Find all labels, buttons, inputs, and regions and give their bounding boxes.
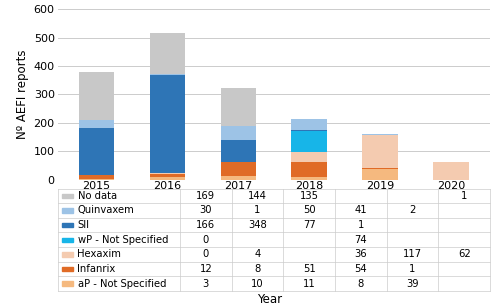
Bar: [62, 223, 72, 227]
Bar: [62, 282, 72, 286]
Bar: [79, 128, 114, 175]
Bar: [362, 169, 398, 180]
Text: SII: SII: [78, 220, 90, 230]
Bar: [62, 252, 72, 257]
Text: 77: 77: [303, 220, 316, 230]
Y-axis label: Nº AEFI reports: Nº AEFI reports: [16, 50, 30, 139]
Text: 62: 62: [458, 250, 470, 259]
Text: Hexaxim: Hexaxim: [78, 250, 122, 259]
Text: 166: 166: [196, 220, 216, 230]
Bar: [79, 175, 114, 179]
Bar: [292, 119, 327, 130]
Text: 51: 51: [303, 264, 316, 274]
Text: 348: 348: [248, 220, 267, 230]
Text: Year: Year: [258, 293, 282, 306]
Bar: [362, 134, 398, 135]
Text: 10: 10: [251, 279, 264, 289]
Text: 1: 1: [461, 191, 468, 201]
Bar: [150, 33, 185, 74]
Text: 0: 0: [202, 235, 209, 245]
Text: aP - Not Specified: aP - Not Specified: [78, 279, 166, 289]
Bar: [292, 177, 327, 180]
Text: 1: 1: [410, 264, 416, 274]
Bar: [220, 140, 256, 162]
Bar: [292, 131, 327, 152]
Bar: [220, 177, 256, 180]
Text: Infanrix: Infanrix: [78, 264, 116, 274]
Bar: [79, 120, 114, 128]
Bar: [434, 162, 468, 180]
Bar: [150, 75, 185, 173]
Text: Quinvaxem: Quinvaxem: [78, 205, 134, 216]
Text: 30: 30: [200, 205, 212, 216]
Text: 0: 0: [202, 250, 209, 259]
Bar: [362, 135, 398, 168]
Bar: [292, 152, 327, 162]
Bar: [79, 179, 114, 180]
Text: wP - Not Specified: wP - Not Specified: [78, 235, 168, 245]
Bar: [62, 238, 72, 242]
Bar: [150, 174, 185, 177]
Bar: [220, 87, 256, 126]
Text: 8: 8: [358, 279, 364, 289]
Text: 169: 169: [196, 191, 216, 201]
Text: No data: No data: [78, 191, 116, 201]
Bar: [220, 126, 256, 140]
Text: 135: 135: [300, 191, 318, 201]
Text: 11: 11: [303, 279, 316, 289]
Text: 39: 39: [406, 279, 419, 289]
Text: 12: 12: [200, 264, 212, 274]
Text: 3: 3: [202, 279, 209, 289]
Text: 50: 50: [303, 205, 316, 216]
Text: 144: 144: [248, 191, 267, 201]
Text: 1: 1: [254, 205, 260, 216]
Bar: [292, 162, 327, 177]
Text: 2: 2: [410, 205, 416, 216]
Text: 4: 4: [254, 250, 260, 259]
Text: 41: 41: [354, 205, 367, 216]
Text: 36: 36: [354, 250, 367, 259]
Text: 54: 54: [354, 264, 367, 274]
Text: 74: 74: [354, 235, 367, 245]
Bar: [150, 173, 185, 174]
Bar: [220, 162, 256, 177]
Text: 8: 8: [254, 264, 260, 274]
Text: 1: 1: [358, 220, 364, 230]
Text: 117: 117: [403, 250, 422, 259]
Bar: [62, 193, 72, 198]
Bar: [62, 267, 72, 271]
Bar: [150, 177, 185, 180]
Bar: [79, 72, 114, 120]
Bar: [62, 208, 72, 213]
